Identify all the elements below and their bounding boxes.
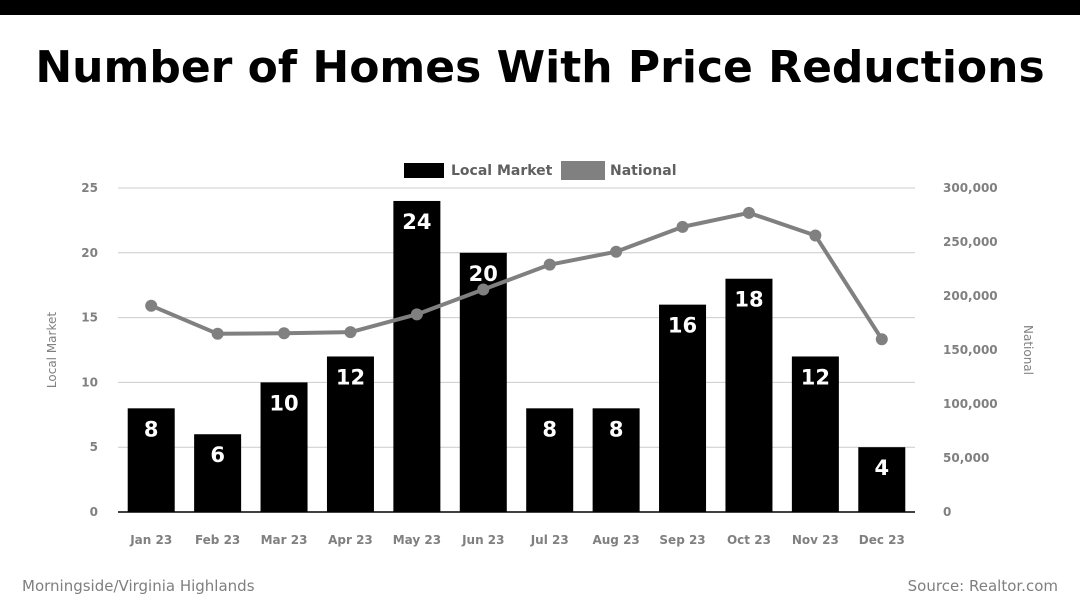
- bar-local-market: [194, 434, 242, 512]
- y-tick-label-left: 15: [81, 311, 98, 325]
- x-tick-label: Sep 23: [659, 533, 705, 547]
- y-axis-title-left: Local Market: [45, 312, 59, 388]
- bar-data-label: 6: [210, 443, 225, 467]
- y-tick-label-right: 300,000: [943, 181, 998, 195]
- point-national: [344, 326, 357, 339]
- legend-label-local-market: Local Market: [451, 163, 553, 179]
- legend-swatch-local-market: [404, 163, 444, 178]
- y-tick-label-left: 10: [81, 375, 98, 389]
- bar-local-market: [526, 408, 574, 512]
- bars: [127, 200, 906, 513]
- legend-label-national: National: [610, 163, 677, 179]
- chart-title: Number of Homes With Price Reductions: [35, 42, 1045, 93]
- y-axis-title-right: National: [1021, 325, 1035, 375]
- top-bar: [0, 0, 1080, 15]
- y-tick-label-right: 100,000: [943, 397, 998, 411]
- axes: 0 5 10 15 20 25 0 50,000 100,000 150,000 200,000 25…: [45, 181, 1035, 547]
- bar-local-market: [592, 408, 640, 512]
- y-tick-label-right: 50,000: [943, 451, 989, 465]
- y-tick-label-right: 250,000: [943, 235, 998, 249]
- point-national: [809, 229, 822, 242]
- point-national: [410, 308, 423, 321]
- footer-area-name: Morningside/Virginia Highlands: [22, 577, 255, 595]
- y-tick-label-left: 20: [81, 246, 98, 260]
- bar-data-label: 16: [668, 314, 697, 338]
- point-national: [477, 283, 490, 296]
- point-national: [676, 220, 689, 233]
- bar-local-market: [791, 356, 839, 512]
- y-tick-label-left: 0: [90, 505, 98, 519]
- bar-local-market: [326, 356, 374, 512]
- point-national: [211, 327, 224, 340]
- x-tick-label: Dec 23: [859, 533, 905, 547]
- bar-data-label: 8: [542, 417, 557, 441]
- x-tick-label: Aug 23: [592, 533, 639, 547]
- footer-source: Source: Realtor.com: [907, 577, 1058, 595]
- national-line: [145, 206, 888, 346]
- bar-local-market: [393, 200, 441, 512]
- bar-data-label: 20: [469, 262, 498, 286]
- bar-data-label: 12: [801, 365, 830, 389]
- legend: Local Market National: [404, 161, 677, 180]
- x-tick-label: Nov 23: [792, 533, 839, 547]
- point-national: [543, 258, 556, 271]
- line-national: [150, 210, 884, 341]
- y-tick-label-left: 25: [81, 181, 98, 195]
- bar-data-label: 8: [609, 417, 624, 441]
- gridlines: [118, 187, 915, 448]
- point-national: [145, 299, 158, 312]
- point-national: [875, 333, 888, 346]
- y-tick-label-right: 200,000: [943, 289, 998, 303]
- y-tick-label-right: 150,000: [943, 343, 998, 357]
- point-national: [610, 245, 623, 258]
- y-tick-label-left: 5: [90, 440, 98, 454]
- bar-data-label: 8: [144, 417, 159, 441]
- point-national: [278, 327, 291, 340]
- bar-local-market: [725, 278, 773, 512]
- x-tick-label: Jul 23: [530, 533, 569, 547]
- bar-data-label: 4: [874, 456, 889, 480]
- x-tick-label: Apr 23: [328, 533, 373, 547]
- bar-local-market: [659, 304, 707, 512]
- y-tick-label-right: 0: [943, 505, 951, 519]
- point-national: [742, 206, 755, 219]
- bar-data-label: 24: [402, 210, 431, 234]
- x-tick-label: Feb 23: [195, 533, 240, 547]
- x-tick-label: May 23: [393, 533, 441, 547]
- bar-data-label: 10: [269, 391, 298, 415]
- bar-local-market: [858, 447, 906, 512]
- bar-data-label: 12: [336, 365, 365, 389]
- x-tick-label: Jan 23: [129, 533, 172, 547]
- bar-local-market: [260, 382, 308, 512]
- legend-swatch-national: [561, 161, 605, 180]
- bar-data-label: 18: [734, 288, 763, 312]
- x-tick-label: Jun 23: [461, 533, 504, 547]
- data-labels: 8 6 10 12 24 20 8 8 16 18 12 4: [144, 210, 889, 480]
- x-tick-label: Oct 23: [727, 533, 771, 547]
- bar-local-market: [127, 408, 175, 512]
- x-tick-label: Mar 23: [261, 533, 308, 547]
